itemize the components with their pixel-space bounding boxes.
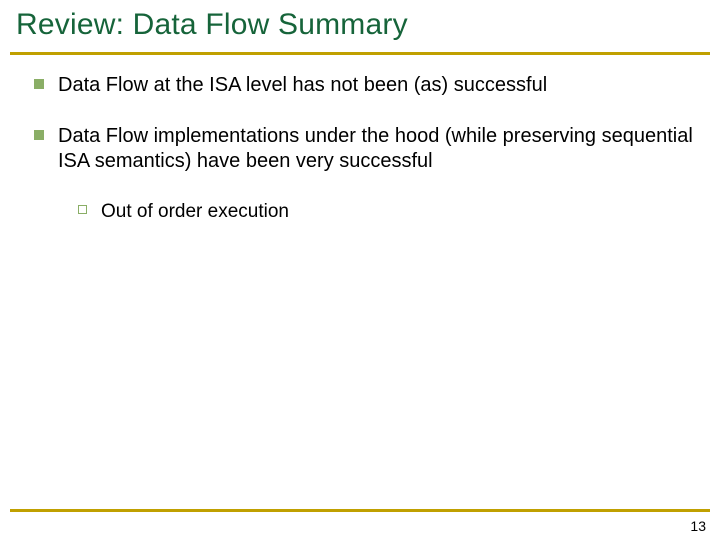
page-number: 13 <box>690 518 706 534</box>
sub-bullet-text: Out of order execution <box>101 200 289 224</box>
slide-body: Data Flow at the ISA level has not been … <box>0 55 720 224</box>
bullet-text: Data Flow implementations under the hood… <box>58 124 704 174</box>
bullet-text: Data Flow at the ISA level has not been … <box>58 73 547 98</box>
square-bullet-icon <box>34 79 44 89</box>
bullet-item-2: Data Flow implementations under the hood… <box>16 124 704 174</box>
title-wrap: Review: Data Flow Summary <box>0 0 720 42</box>
hollow-square-bullet-icon <box>78 205 87 214</box>
bullet-item-1: Data Flow at the ISA level has not been … <box>16 73 704 98</box>
square-bullet-icon <box>34 130 44 140</box>
sub-bullet-item-1: Out of order execution <box>16 200 704 224</box>
slide: Review: Data Flow Summary Data Flow at t… <box>0 0 720 540</box>
rule-bottom <box>10 509 710 512</box>
slide-title: Review: Data Flow Summary <box>16 8 704 42</box>
